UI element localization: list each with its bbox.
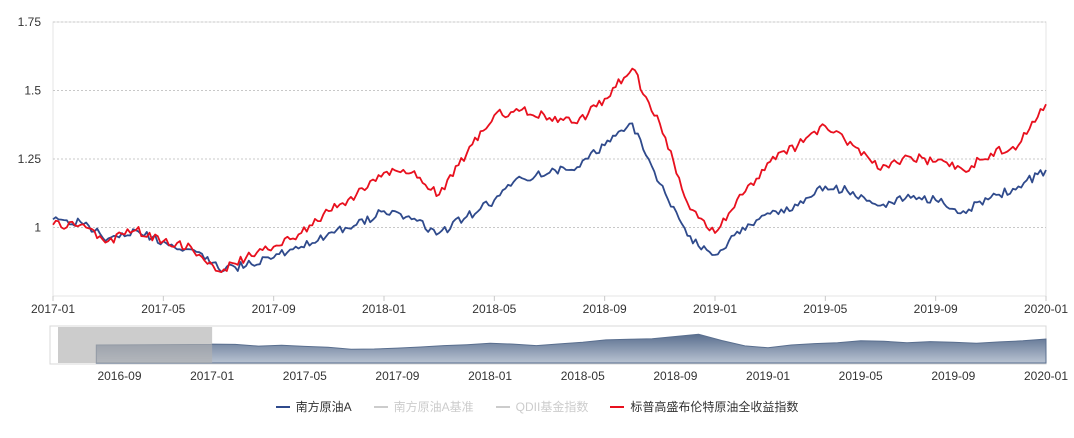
series-line-2 [52, 67, 1047, 273]
legend-label: 南方原油A基准 [393, 400, 474, 414]
navigator-tick-label: 2017-09 [375, 369, 419, 383]
legend-label: 南方原油A [295, 400, 352, 414]
navigator-tick-label: 2017-01 [190, 369, 234, 383]
legend-swatch [275, 405, 290, 408]
x-tick-label: 2017-05 [141, 302, 185, 316]
navigator-area [95, 333, 1047, 364]
x-tick-label: 2019-05 [803, 302, 847, 316]
x-tick-label: 2019-01 [693, 302, 737, 316]
navigator-tick-label: 2018-05 [561, 369, 605, 383]
legend-swatch [610, 405, 625, 408]
navigator-tick-label: 2018-01 [468, 369, 512, 383]
x-axis: 2017-01 2017-05 2017-09 2018-01 2018-05 2018-… [31, 296, 1068, 316]
navigator-tick-label: 2019-09 [931, 369, 975, 383]
y-tick-label: 1.5 [24, 84, 41, 98]
x-tick-label: 2018-01 [362, 302, 406, 316]
legend-label: QDII基金指数 [515, 400, 589, 414]
legend-item[interactable]: 南方原油A [275, 398, 352, 415]
x-tick-label: 2020-01 [1024, 302, 1068, 316]
y-tick-label: 1.75 [18, 15, 42, 29]
navigator-mask[interactable] [58, 327, 213, 363]
series-line-1 [52, 122, 1047, 273]
x-tick-label: 2017-01 [31, 302, 75, 316]
legend-item[interactable]: 南方原油A基准 [373, 398, 474, 415]
navigator-tick-label: 2019-05 [839, 369, 883, 383]
legend-item[interactable]: QDII基金指数 [495, 398, 589, 415]
legend-item[interactable]: 标普高盛布伦特原油全收益指数 [610, 398, 798, 415]
x-tick-label: 2019-09 [914, 302, 958, 316]
legend-label: 标普高盛布伦特原油全收益指数 [630, 400, 799, 414]
grid-lines [53, 21, 1046, 228]
navigator-tick-label: 2017-05 [283, 369, 327, 383]
y-axis: 1.75 1.5 1.25 1 [18, 15, 42, 235]
navigator-tick-label: 2016-09 [97, 369, 141, 383]
navigator-tick-label: 2019-01 [746, 369, 790, 383]
legend-swatch [495, 405, 510, 408]
navigator-tick-label: 2020-01 [1024, 369, 1068, 383]
y-tick-label: 1.25 [18, 152, 42, 166]
navigator[interactable]: 2016-09 2017-01 2017-05 2017-09 2018-01 2018-… [49, 325, 1068, 383]
x-tick-label: 2018-09 [583, 302, 627, 316]
series-layer [52, 67, 1047, 273]
x-tick-label: 2018-05 [472, 302, 516, 316]
legend-swatch [373, 405, 388, 408]
navigator-tick-label: 2018-09 [653, 369, 697, 383]
y-tick-label: 1 [34, 221, 41, 235]
legend: 南方原油A 南方原油A基准 QDII基金指数 标普高盛布伦特原油全收益指数 [0, 398, 1074, 415]
x-tick-label: 2017-09 [252, 302, 296, 316]
